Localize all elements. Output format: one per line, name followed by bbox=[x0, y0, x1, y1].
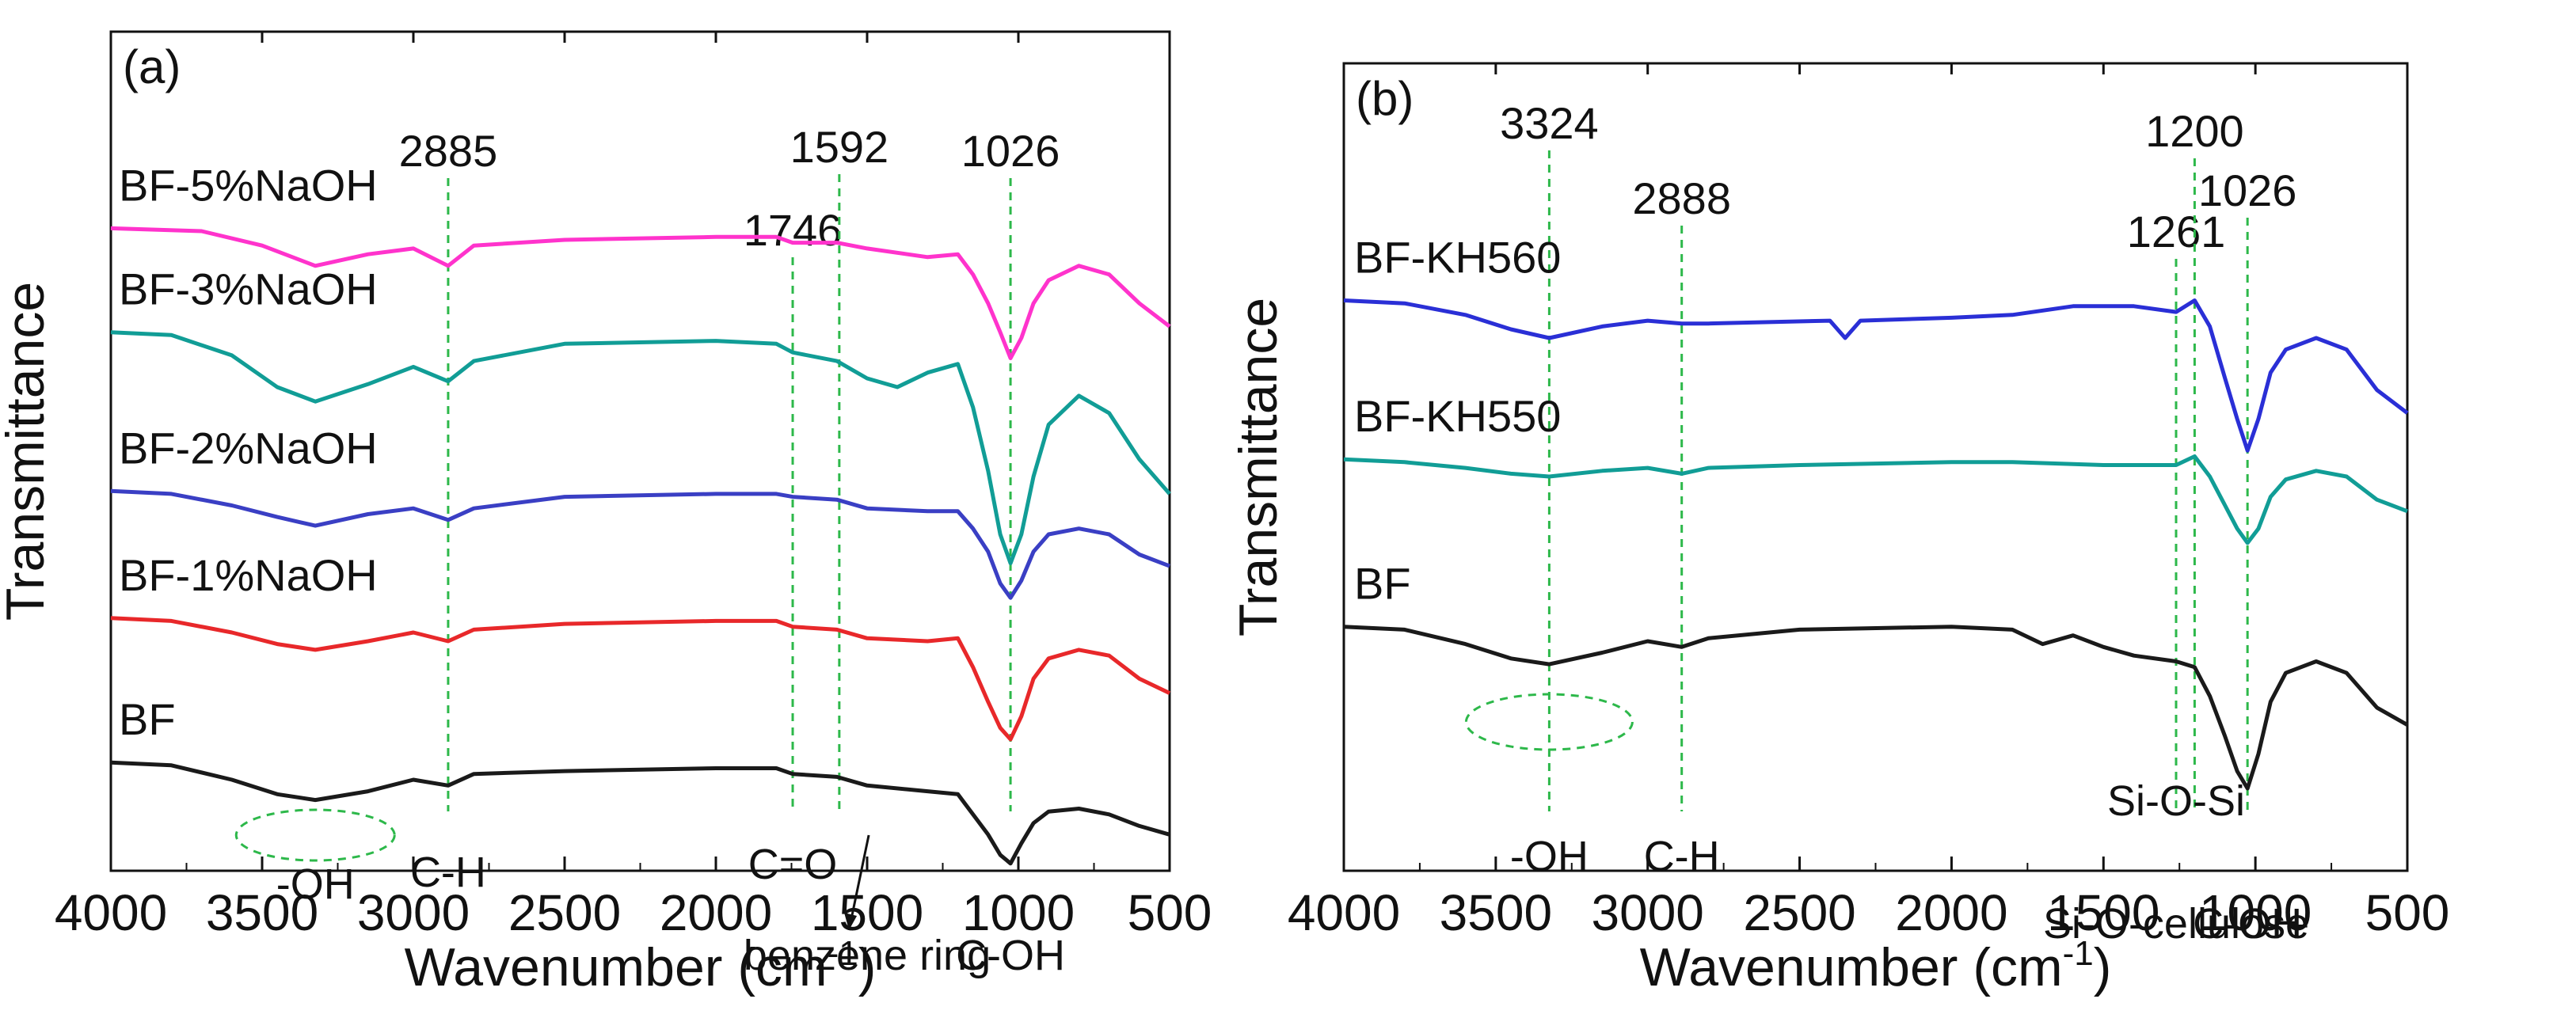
series-label: BF bbox=[119, 694, 176, 744]
band-annotation: C=O bbox=[748, 841, 838, 888]
series-line-bf-2-naoh bbox=[110, 488, 1170, 600]
peak-label: 1026 bbox=[961, 126, 1060, 176]
x-tick-label: 1000 bbox=[2199, 884, 2312, 941]
peak-label: 1261 bbox=[2127, 207, 2226, 256]
oh-region-ellipse bbox=[234, 808, 396, 862]
x-tick-label: 1000 bbox=[962, 884, 1075, 941]
series-label: BF-5%NaOH bbox=[119, 160, 378, 210]
series-label: BF bbox=[1354, 559, 1411, 609]
oh-region-ellipse bbox=[1464, 693, 1634, 751]
series-label: BF-2%NaOH bbox=[119, 423, 378, 473]
series-line-bf bbox=[110, 760, 1170, 866]
band-annotation: benzene ring bbox=[744, 932, 991, 979]
y-axis-title: Transmittance bbox=[0, 282, 55, 621]
annotation-arrow bbox=[847, 834, 870, 931]
panel-label: (a) bbox=[123, 40, 181, 93]
band-annotation: Si-O-Si bbox=[2107, 777, 2245, 825]
band-annotation: C-OH bbox=[2193, 900, 2302, 948]
series-label: BF-1%NaOH bbox=[119, 550, 378, 600]
peak-label: 1200 bbox=[2145, 106, 2244, 156]
x-axis-title: Wavenumber (cm-1) bbox=[1640, 934, 2112, 997]
x-tick-label: 4000 bbox=[1288, 884, 1400, 941]
x-tick-label: 1500 bbox=[2047, 884, 2159, 941]
peak-label: 1026 bbox=[2198, 165, 2297, 215]
x-tick-label: 3000 bbox=[357, 884, 470, 941]
band-annotation: Si-O-cellulose bbox=[2043, 900, 2309, 948]
series-line-bf bbox=[1343, 625, 2409, 791]
series-label: BF-KH560 bbox=[1354, 233, 1561, 283]
series-line-bf-3-naoh bbox=[110, 330, 1171, 565]
x-tick-label: 2000 bbox=[660, 884, 772, 941]
peak-label: 2885 bbox=[399, 126, 498, 176]
band-annotation: C-H bbox=[410, 849, 486, 896]
x-tick-label: 500 bbox=[1128, 884, 1212, 941]
y-axis-title: Transmittance bbox=[1228, 298, 1288, 636]
x-tick-label: 3500 bbox=[206, 884, 318, 941]
x-tick-label: 500 bbox=[2365, 884, 2450, 941]
x-tick-label: 3500 bbox=[1440, 884, 1552, 941]
panel-a: 4000 3500 3000 2500 2000 1500 1000 500 Wavenumbe… bbox=[0, 30, 1212, 997]
x-tick-label: 2500 bbox=[508, 884, 621, 941]
annotation-arrowhead bbox=[844, 913, 858, 930]
x-axis-title: Wavenumber (cm-1) bbox=[405, 934, 877, 997]
peak-label: 1746 bbox=[744, 205, 843, 255]
series-line-bf-1-naoh bbox=[110, 616, 1171, 742]
series-line-bf-5-naoh bbox=[110, 226, 1171, 360]
series-label: BF-3%NaOH bbox=[119, 264, 378, 314]
panel-label: (b) bbox=[1356, 72, 1414, 125]
band-annotation: -OH bbox=[276, 860, 355, 908]
x-tick-label: 2000 bbox=[1895, 884, 2007, 941]
series-line-bf-kh560 bbox=[1343, 298, 2409, 453]
x-tick-label: 3000 bbox=[1592, 884, 1704, 941]
series-label: BF-KH550 bbox=[1354, 391, 1561, 441]
band-annotation: -OH bbox=[1510, 833, 1589, 880]
x-tick-label: 4000 bbox=[55, 884, 167, 941]
peak-label: 1592 bbox=[790, 122, 889, 172]
band-annotation: C-OH bbox=[956, 932, 1065, 979]
band-annotation: C-H bbox=[1644, 833, 1720, 880]
series-line-bf-kh550 bbox=[1343, 454, 2408, 545]
peak-label: 2888 bbox=[1632, 173, 1731, 223]
peak-label: 3324 bbox=[1500, 98, 1599, 148]
x-tick-label: 1500 bbox=[811, 884, 923, 941]
panel-b: 4000 3500 3000 2500 2000 1500 1000 500 Wavenumbe… bbox=[1228, 62, 2450, 997]
x-tick-label: 2500 bbox=[1743, 884, 1855, 941]
